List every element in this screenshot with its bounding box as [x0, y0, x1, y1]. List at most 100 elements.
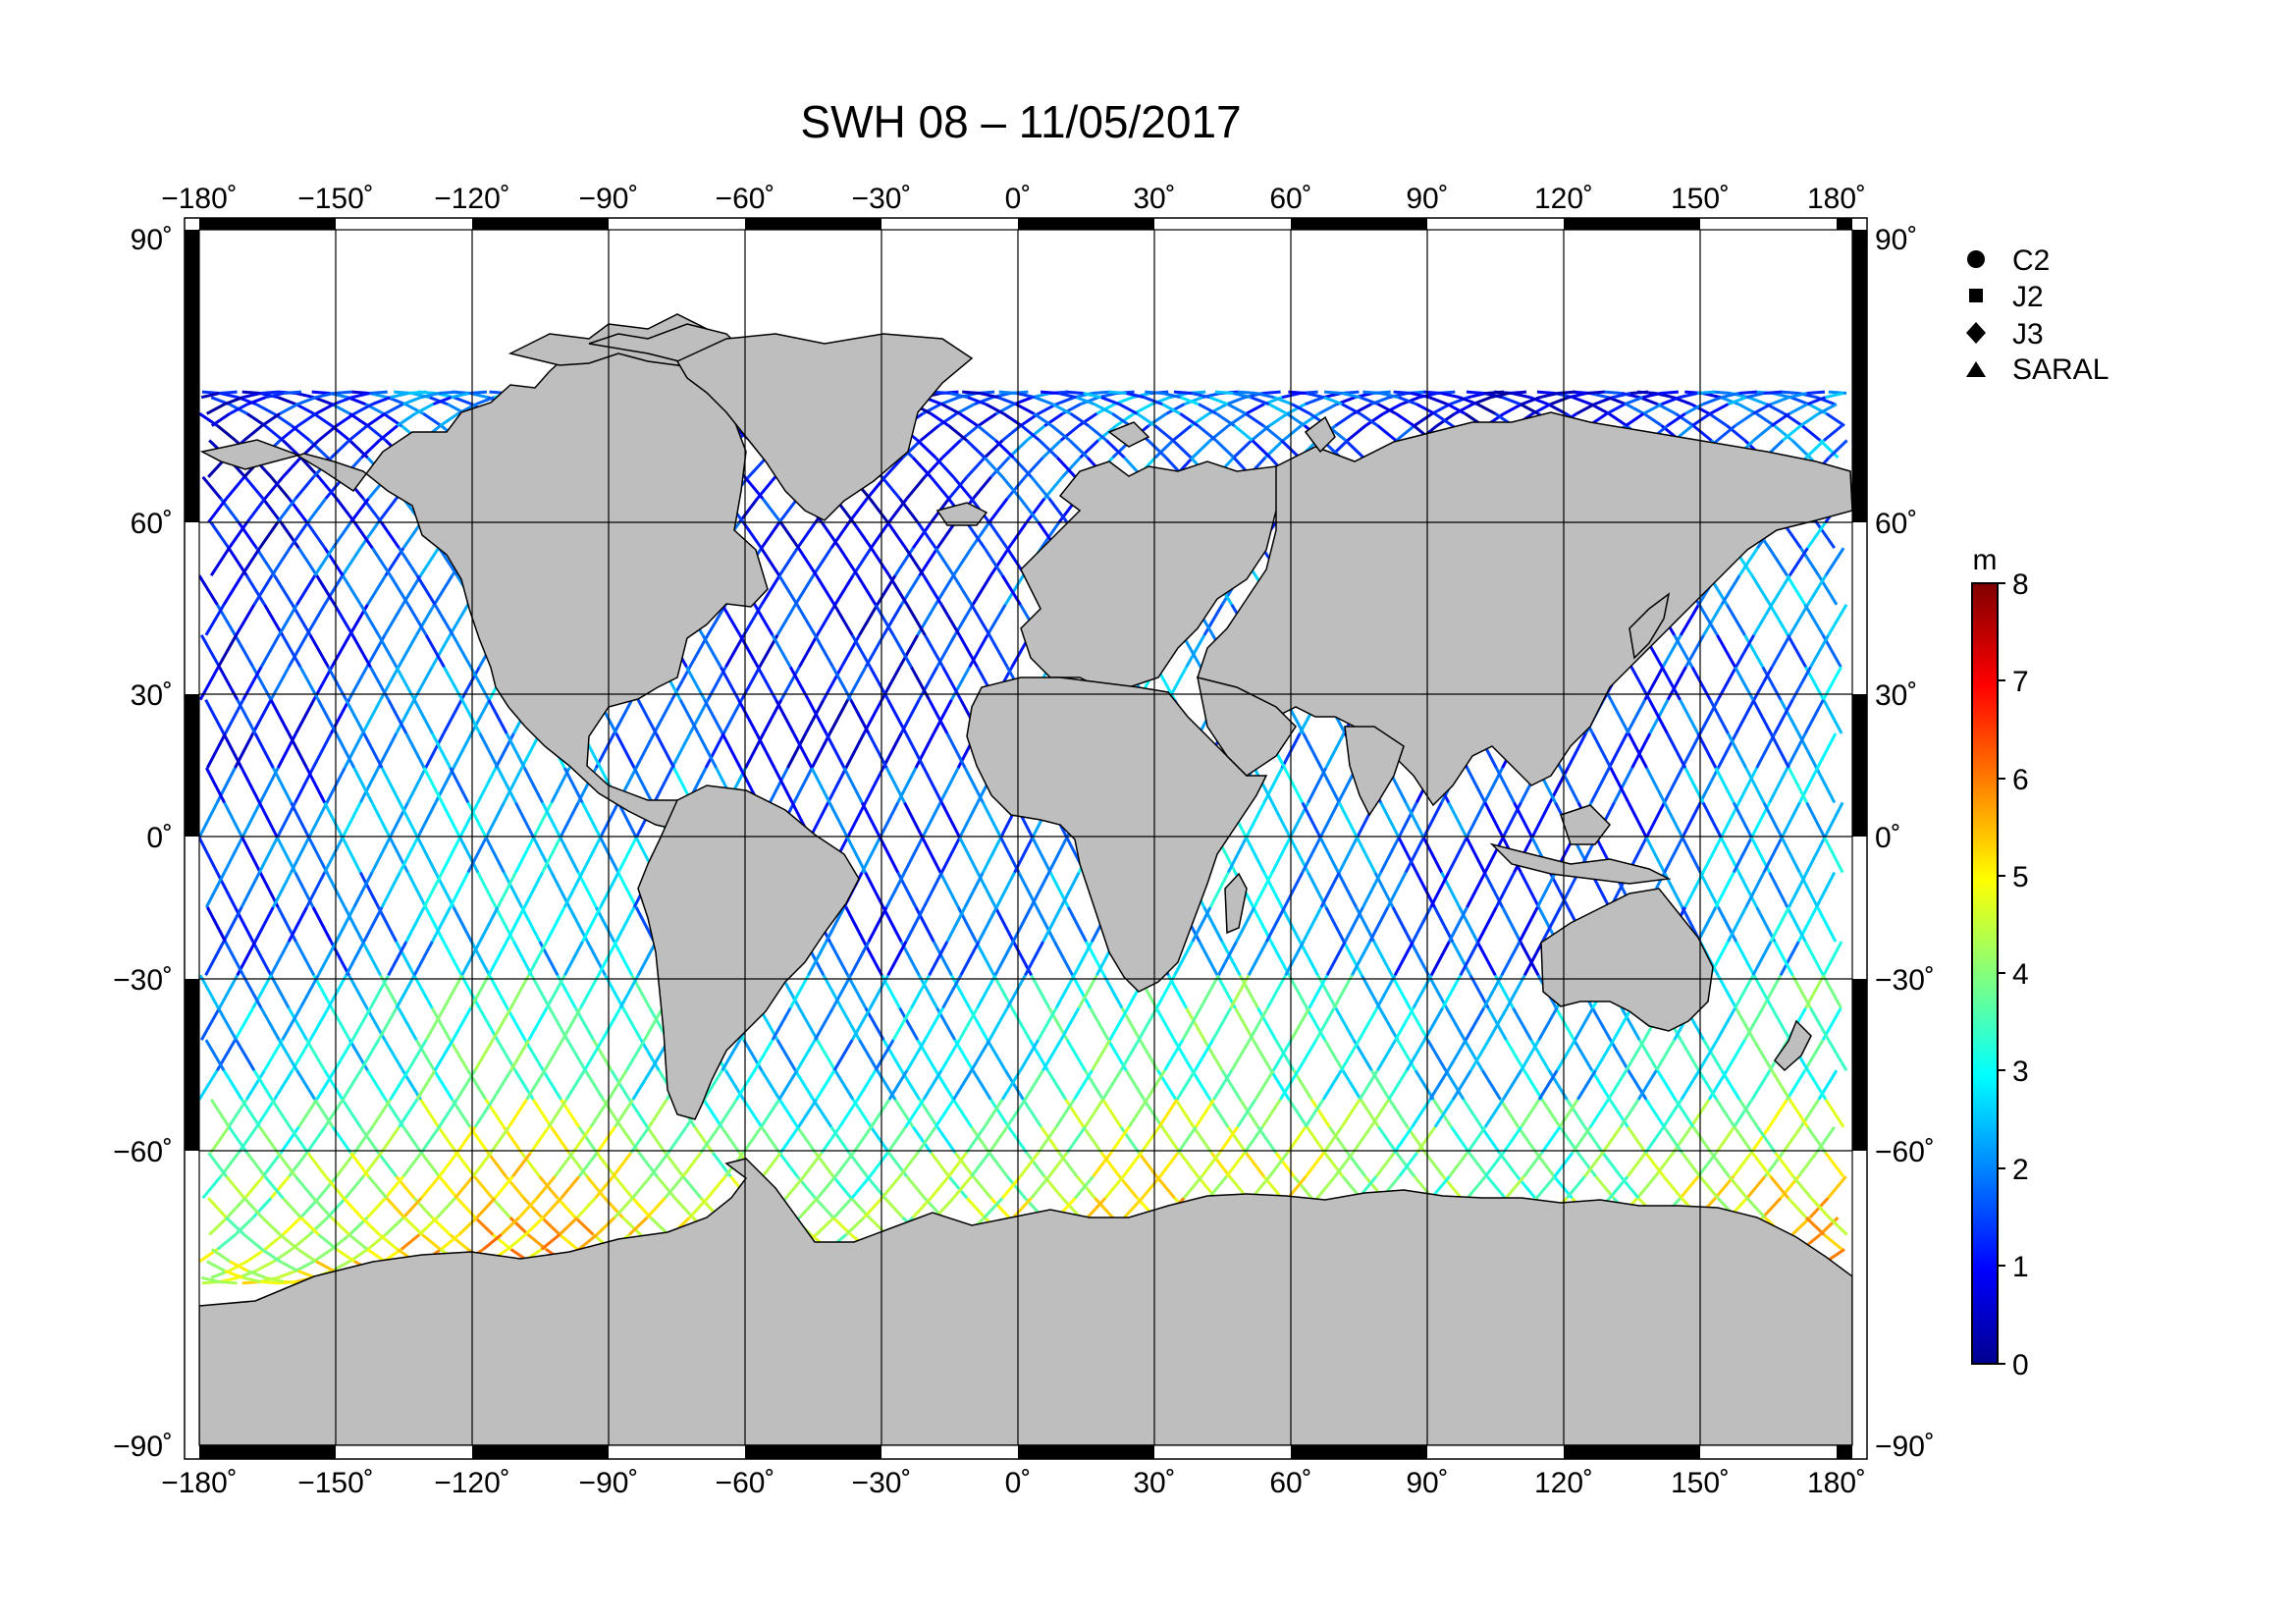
track-segment	[279, 403, 299, 415]
track-segment	[1412, 974, 1433, 1009]
track-segment	[1797, 1152, 1818, 1178]
track-segment	[1172, 424, 1193, 442]
track-segment	[1800, 424, 1822, 442]
track-segment	[431, 906, 453, 943]
track-segment	[1260, 1098, 1282, 1128]
track-segment	[1302, 906, 1323, 943]
track-segment	[1644, 1152, 1665, 1178]
track-segment	[1234, 1006, 1255, 1041]
track-segment	[1155, 1175, 1176, 1200]
track-segment	[466, 837, 488, 874]
track-segment	[1806, 521, 1827, 550]
track-segment	[1369, 1098, 1391, 1128]
track-segment	[199, 801, 219, 839]
track-segment	[858, 604, 879, 636]
track-segment	[397, 634, 418, 669]
track-segment	[1609, 1039, 1630, 1071]
track-segment	[204, 941, 226, 977]
track-segment	[983, 547, 1004, 577]
track-segment	[813, 634, 834, 669]
track-segment	[1396, 1039, 1417, 1071]
track-segment	[1099, 1152, 1121, 1178]
colorbar-tick-label: 8	[2012, 568, 2029, 601]
track-segment	[540, 1216, 561, 1236]
track-segment	[870, 521, 890, 550]
track-segment	[420, 392, 440, 400]
track-segment	[514, 837, 535, 874]
track-segment	[844, 732, 866, 769]
track-segment	[265, 392, 285, 400]
track-segment	[904, 732, 926, 769]
track-segment	[1253, 767, 1274, 804]
track-segment	[1019, 497, 1040, 523]
track-segment	[779, 521, 800, 550]
track-segment	[1136, 412, 1156, 427]
track-segment	[1629, 390, 1649, 395]
track-segment	[1586, 390, 1605, 395]
track-segment	[406, 604, 428, 636]
track-segment	[294, 403, 315, 415]
track-segment	[721, 1039, 742, 1071]
track-segment	[825, 732, 846, 769]
track-segment	[1119, 1039, 1141, 1071]
track-segment	[1147, 439, 1167, 460]
track-segment	[1556, 1039, 1576, 1071]
track-segment	[1253, 871, 1274, 908]
track-segment	[1696, 906, 1718, 943]
track-segment	[1286, 412, 1306, 427]
track-segment	[1825, 412, 1845, 427]
track-segment	[1780, 801, 1801, 839]
track-segment	[869, 1152, 889, 1178]
track-segment	[1583, 1152, 1604, 1178]
track-segment	[1782, 424, 1802, 442]
track-segment	[1751, 1152, 1772, 1178]
track-segment	[1755, 732, 1777, 769]
track-segment	[369, 390, 388, 395]
track-segment	[254, 403, 275, 415]
track-segment	[1557, 390, 1576, 395]
track-segment	[525, 1069, 547, 1101]
track-segment	[1522, 1152, 1543, 1178]
track-segment	[527, 941, 549, 977]
track-segment	[1395, 424, 1415, 442]
track-segment	[1236, 1098, 1257, 1128]
track-segment	[540, 1233, 561, 1251]
track-segment	[245, 574, 266, 606]
track-segment	[1191, 392, 1210, 400]
lat-label-right: 90˚	[1875, 224, 1917, 256]
track-segment	[753, 1039, 774, 1071]
track-segment	[1233, 424, 1254, 442]
track-segment	[1522, 941, 1544, 977]
track-segment	[424, 732, 446, 769]
lon-label-bottom: −60˚	[716, 1467, 775, 1499]
track-segment	[466, 801, 488, 839]
track-segment	[1346, 424, 1367, 442]
track-segment	[989, 1098, 1010, 1128]
track-segment	[1619, 1098, 1640, 1128]
track-segment	[323, 801, 345, 839]
track-segment	[993, 906, 1015, 943]
track-segment	[1732, 1152, 1753, 1178]
track-segment	[503, 767, 523, 804]
track-segment	[360, 439, 381, 460]
track-segment	[352, 1125, 374, 1154]
track-segment	[1752, 424, 1773, 442]
track-segment	[412, 698, 434, 734]
track-segment	[1226, 837, 1248, 874]
track-segment	[276, 837, 297, 874]
track-segment	[1340, 1098, 1362, 1128]
track-segment	[246, 396, 267, 406]
track-segment	[1089, 1006, 1110, 1041]
track-segment	[970, 1039, 991, 1071]
track-segment	[469, 941, 491, 977]
square-marker-icon	[1969, 289, 1983, 302]
track-segment	[952, 1175, 973, 1200]
track-segment	[342, 1197, 363, 1219]
track-segment	[1247, 941, 1268, 977]
track-segment	[1591, 732, 1613, 769]
track-segment	[1482, 974, 1504, 1009]
circle-marker-icon	[1967, 250, 1985, 268]
track-segment	[815, 1216, 835, 1236]
track-segment	[251, 698, 273, 734]
track-segment	[366, 412, 387, 427]
